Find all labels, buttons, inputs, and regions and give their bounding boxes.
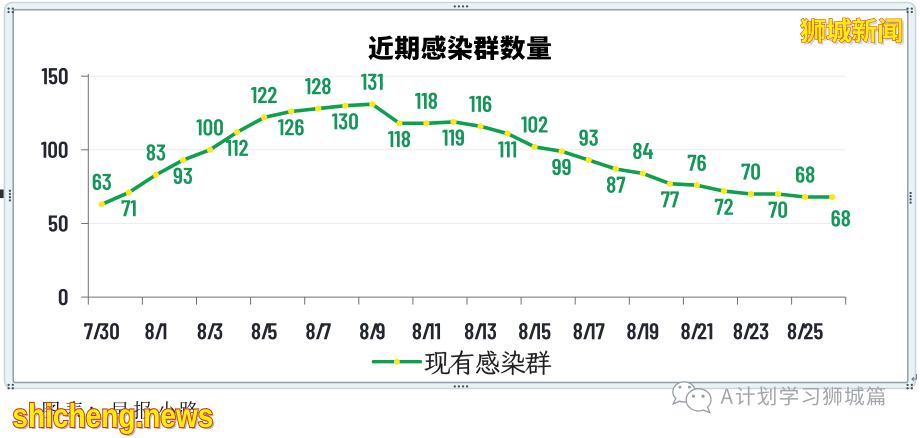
svg-text:shicheng.news: shicheng.news xyxy=(12,398,213,435)
svg-text:shicheng.news: shicheng.news xyxy=(14,400,215,437)
